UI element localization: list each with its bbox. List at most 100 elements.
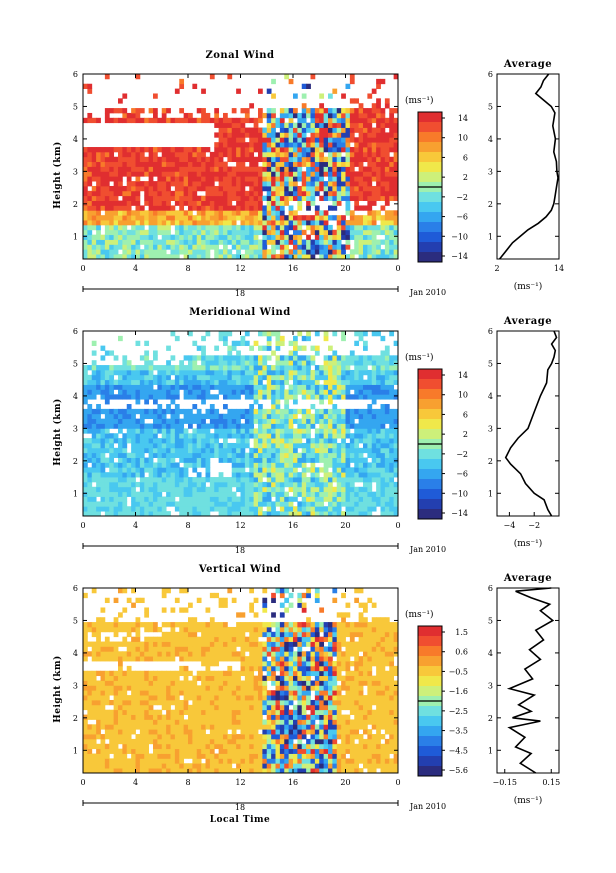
heatmap-cell: [227, 132, 233, 138]
heatmap-cell: [126, 622, 132, 628]
heatmap-cell: [376, 408, 381, 415]
heatmap-cell: [236, 438, 241, 444]
heatmap-cell: [341, 161, 346, 167]
heatmap-cell: [371, 229, 377, 236]
heatmap-cell: [118, 511, 123, 517]
heatmap-cell: [349, 433, 355, 439]
heatmap-cell: [349, 501, 355, 507]
heatmap-cell: [380, 457, 386, 463]
heatmap-cell: [179, 457, 185, 463]
heatmap-cell: [104, 724, 110, 730]
heatmap-cell: [157, 472, 163, 478]
heatmap-cell: [310, 200, 316, 206]
heatmap-cell: [196, 423, 202, 429]
heatmap-cell: [319, 491, 325, 497]
heatmap-cell: [358, 166, 364, 172]
heatmap-cell: [393, 423, 399, 429]
heatmap-cell: [113, 117, 119, 124]
heatmap-cell: [109, 457, 115, 463]
heatmap-cell: [122, 758, 128, 764]
heatmap-cell: [223, 331, 228, 337]
heatmap-cell: [179, 641, 185, 647]
heatmap-cell: [258, 418, 263, 424]
heatmap-cell: [205, 496, 211, 502]
heatmap-cell: [153, 481, 158, 488]
heatmap-cell: [376, 112, 381, 119]
heatmap-cell: [328, 365, 333, 371]
heatmap-cell: [126, 695, 132, 701]
heatmap-cell: [332, 112, 338, 119]
heatmap-cell: [196, 215, 202, 221]
heatmap-cell: [275, 477, 281, 483]
heatmap-cell: [87, 254, 93, 260]
heatmap-cell: [113, 249, 119, 255]
heatmap-cell: [196, 433, 202, 439]
heatmap-cell: [183, 457, 189, 463]
heatmap-cell: [288, 467, 294, 473]
heatmap-cell: [83, 695, 88, 701]
heatmap-cell: [161, 408, 167, 415]
heatmap-cell: [109, 413, 115, 420]
heatmap-cell: [109, 646, 115, 652]
heatmap-cell: [118, 496, 123, 502]
heatmap-cell: [157, 220, 163, 226]
heatmap-cell: [144, 763, 150, 769]
heatmap-cell: [161, 656, 167, 662]
heatmap-cell: [314, 185, 320, 192]
heatmap-cell: [135, 704, 141, 711]
heatmap-cell: [139, 374, 145, 381]
heatmap-cell: [354, 205, 360, 211]
vertical-heatmap: [83, 588, 399, 774]
heatmap-cell: [341, 369, 346, 376]
heatmap-cell: [170, 166, 176, 172]
heatmap-cell: [240, 171, 246, 177]
heatmap-cell: [376, 379, 381, 385]
heatmap-cell: [310, 239, 316, 245]
heatmap-cell: [188, 239, 193, 245]
heatmap-cell: [144, 743, 150, 750]
heatmap-cell: [157, 743, 163, 750]
heatmap-cell: [139, 704, 145, 711]
heatmap-cell: [328, 442, 333, 449]
heatmap-cell: [183, 428, 189, 434]
heatmap-cell: [96, 641, 101, 647]
heatmap-cell: [310, 166, 316, 172]
heatmap-cell: [209, 234, 215, 240]
heatmap-cell: [96, 234, 101, 240]
heatmap-cell: [113, 496, 119, 502]
heatmap-cell: [336, 394, 342, 400]
heatmap-cell: [174, 646, 180, 652]
heatmap-cell: [336, 108, 342, 114]
heatmap-cell: [157, 428, 163, 434]
heatmap-cell: [153, 695, 158, 701]
heatmap-cell: [174, 641, 180, 647]
heatmap-cell: [319, 215, 325, 221]
heatmap-cell: [131, 181, 136, 187]
heatmap-cell: [122, 724, 128, 730]
heatmap-cell: [306, 166, 311, 172]
heatmap-cell: [209, 239, 215, 245]
heatmap-cell: [157, 452, 163, 458]
heatmap-cell: [323, 112, 329, 119]
heatmap-cell: [371, 365, 377, 371]
y-tick-label: 3: [73, 167, 78, 176]
heatmap-cell: [209, 200, 215, 206]
heatmap-cell: [161, 438, 167, 444]
heatmap-cell: [91, 234, 97, 240]
heatmap-cell: [227, 122, 233, 128]
heatmap-cell: [341, 181, 346, 187]
heatmap-cell: [218, 511, 224, 517]
heatmap-cell: [144, 433, 150, 439]
heatmap-cell: [258, 467, 263, 473]
heatmap-cell: [87, 743, 93, 750]
heatmap-cell: [341, 467, 346, 473]
heatmap-cell: [301, 239, 307, 245]
heatmap-cell: [170, 763, 176, 769]
heatmap-cell: [306, 190, 311, 197]
heatmap-cell: [179, 763, 185, 769]
heatmap-cell: [91, 438, 97, 444]
heatmap-cell: [376, 394, 381, 400]
heatmap-cell: [358, 224, 364, 231]
heatmap-cell: [279, 477, 285, 483]
heatmap-cell: [358, 331, 364, 337]
